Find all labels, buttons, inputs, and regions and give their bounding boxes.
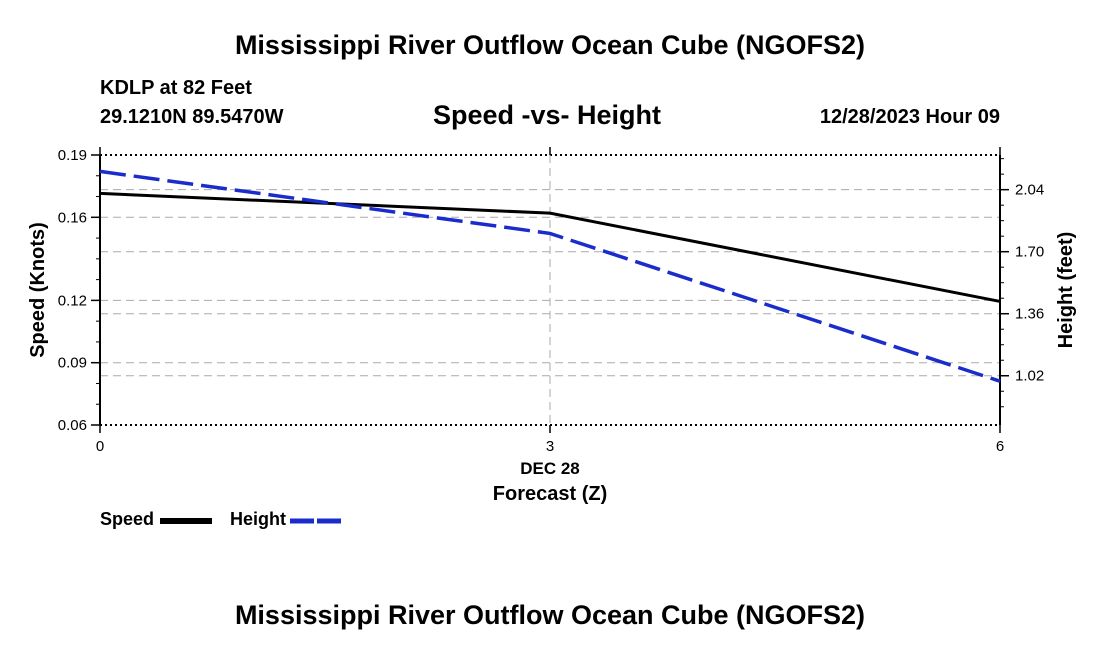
grid-layer [100, 154, 1000, 426]
y2-axis-tick-label: 2.04 [1015, 182, 1044, 199]
series-layer [99, 169, 1001, 383]
x-date-label: DEC 28 [520, 459, 580, 478]
axes-layer: 0.19 0.16 0.12 0.09 0.06 2.04 1.70 1.36 1.02 0 3 6 [58, 147, 1044, 455]
data-point-height [549, 232, 551, 234]
data-point-speed [549, 212, 551, 214]
y2-axis-tick-label: 1.36 [1015, 306, 1044, 323]
y-axis-tick-label: 0.12 [58, 292, 87, 309]
date-label: 12/28/2023 Hour 09 [819, 106, 1000, 128]
labels-layer: Speed (Knots) Height (feet) DEC 28 Forec… [27, 222, 1077, 505]
y-axis-tick-label: 0.09 [58, 355, 87, 372]
chart-title: Speed -vs- Height [433, 100, 662, 130]
y-axis-tick-label: 0.16 [58, 209, 87, 226]
legend-label-height: Height [230, 509, 286, 529]
coordinates-label: 29.1210N 89.5470W [100, 106, 284, 128]
legend-swatch-speed [160, 518, 212, 524]
second-title: Mississippi River Outflow Ocean Cube (NG… [234, 600, 866, 630]
main-title: Mississippi River Outflow Ocean Cube (NG… [234, 30, 866, 60]
y2-axis-tick-label: 1.02 [1015, 368, 1044, 385]
y-axis-tick-label: 0.06 [58, 417, 87, 434]
x-axis-tick-label: 0 [96, 438, 104, 455]
y2-axis-tick-label: 1.70 [1015, 244, 1044, 261]
legend-swatch-height [290, 518, 344, 524]
data-point-height [99, 170, 101, 172]
x-axis-tick-label: 6 [996, 438, 1004, 455]
y2-axis-label: Height (feet) [1055, 232, 1077, 349]
y-axis-label: Speed (Knots) [27, 222, 49, 358]
x-axis-tick-label: 3 [546, 438, 554, 455]
legend-label-speed: Speed [100, 509, 155, 529]
x-axis-label: Forecast (Z) [493, 483, 607, 505]
data-point-height [999, 380, 1001, 382]
y-axis-tick-label: 0.19 [58, 147, 87, 164]
data-point-speed [999, 300, 1001, 302]
station-label: KDLP at 82 Feet [100, 77, 252, 99]
data-point-speed [99, 192, 101, 194]
